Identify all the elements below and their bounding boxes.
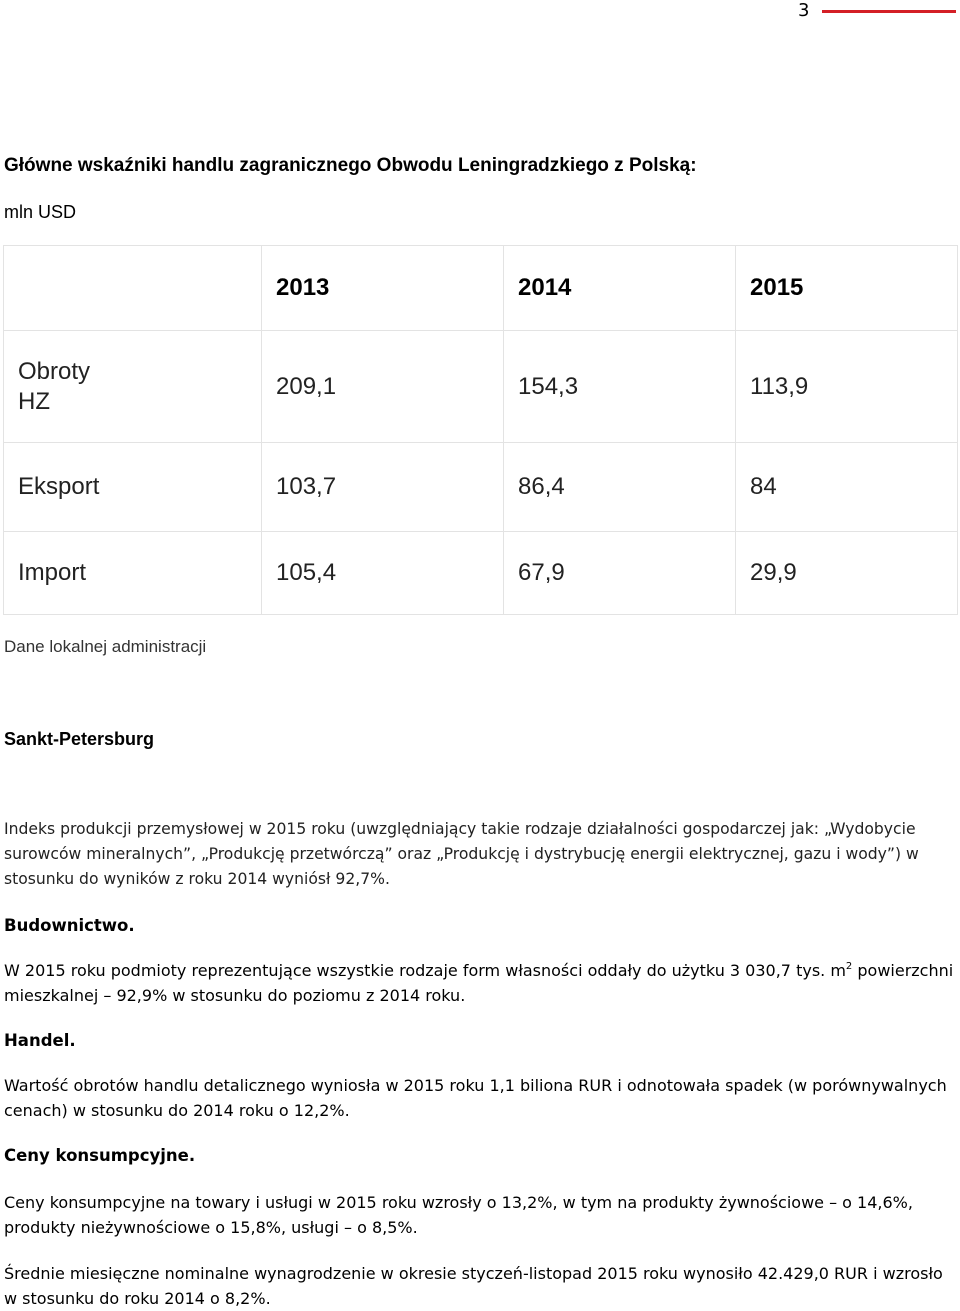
construction-text-continued: powierzchni mieszkalnej – 92,9% w stosun… (4, 961, 954, 1005)
header-rule (822, 10, 956, 13)
superscript: 2 (845, 961, 853, 972)
trade-heading: Handel. (4, 1031, 76, 1050)
wages-paragraph: Średnie miesięczne nominalne wynagrodzen… (4, 1264, 943, 1308)
construction-text: W 2015 roku podmioty reprezentujące wszy… (4, 961, 846, 980)
table-cell: 67,9 (503, 531, 736, 615)
trade-paragraph: Wartość obrotów handlu detalicznego wyni… (4, 1076, 947, 1120)
table-row: Obroty HZ 209,1 154,3 113,9 (3, 330, 958, 443)
table-cell: 113,9 (735, 330, 958, 443)
construction-heading: Budownictwo. (4, 916, 135, 935)
table-header-cell: 2013 (261, 245, 504, 331)
unit-label: mln USD (4, 202, 77, 222)
table-cell: 103,7 (261, 442, 504, 532)
table-cell: 154,3 (503, 330, 736, 443)
row-label-turnover: Obroty HZ (3, 330, 262, 443)
table-cell: 209,1 (261, 330, 504, 443)
table-cell: 105,4 (261, 531, 504, 615)
prices-heading: Ceny konsumpcyjne. (4, 1146, 196, 1165)
row-label-export: Eksport (3, 442, 262, 532)
source-note: Dane lokalnej administracji (4, 637, 207, 656)
prices-paragraph: Ceny konsumpcyjne na towary i usługi w 2… (4, 1193, 913, 1237)
region-title: Sankt-Petersburg (4, 729, 155, 749)
table-header-cell: 2015 (735, 245, 958, 331)
trade-indicators-table: 2013 2014 2015 Obroty HZ 209,1 154,3 113… (3, 245, 958, 615)
table-cell: 29,9 (735, 531, 958, 615)
table-row: Eksport 103,7 86,4 84 (3, 442, 958, 532)
page-number: 3 (798, 0, 810, 21)
table-header-cell: 2014 (503, 245, 736, 331)
table-header-cell (3, 245, 262, 331)
row-label-import: Import (3, 531, 262, 615)
table-cell: 86,4 (503, 442, 736, 532)
table-cell: 84 (735, 442, 958, 532)
table-header-row: 2013 2014 2015 (3, 245, 958, 331)
page-title: Główne wskaźniki handlu zagranicznego Ob… (4, 155, 697, 176)
construction-paragraph: W 2015 roku podmioty reprezentujące wszy… (4, 958, 956, 1008)
table-row: Import 105,4 67,9 29,9 (3, 531, 958, 615)
industry-paragraph: Indeks produkcji przemysłowej w 2015 rok… (4, 820, 919, 888)
